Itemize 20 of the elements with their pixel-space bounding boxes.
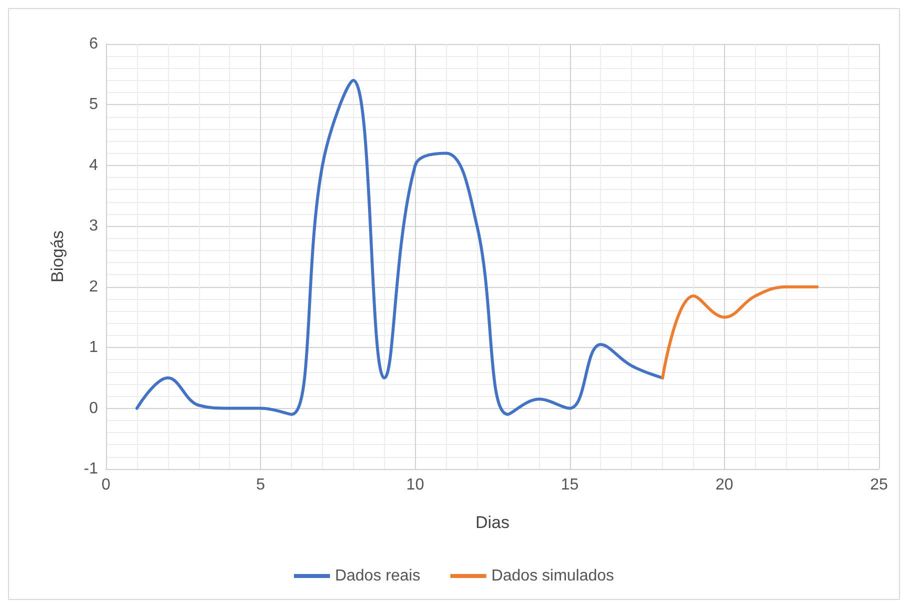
y-tick-label: 5 [89, 96, 98, 114]
x-tick-label: 15 [560, 476, 579, 494]
x-tick-label: 5 [256, 476, 266, 494]
y-tick-label: 1 [89, 339, 98, 356]
line-series [661, 285, 819, 380]
line-series [135, 78, 664, 416]
y-tick-label: 3 [89, 218, 98, 235]
y-tick-label: 4 [89, 156, 98, 174]
legend-label: Dados simulados [491, 568, 614, 584]
x-tick-label: 0 [102, 476, 111, 494]
y-tick-label: 0 [89, 400, 98, 417]
x-tick-label: 25 [870, 476, 888, 494]
x-axis-title: Dias [475, 513, 510, 532]
y-tick-label: -1 [84, 460, 98, 478]
y-tick-label: 6 [89, 36, 98, 52]
x-tick-label: 10 [406, 476, 424, 494]
legend-label: Dados reais [334, 568, 420, 584]
x-tick-label: 20 [716, 476, 734, 494]
y-axis-title: Biogás [48, 230, 67, 282]
y-tick-label: 2 [89, 278, 98, 296]
